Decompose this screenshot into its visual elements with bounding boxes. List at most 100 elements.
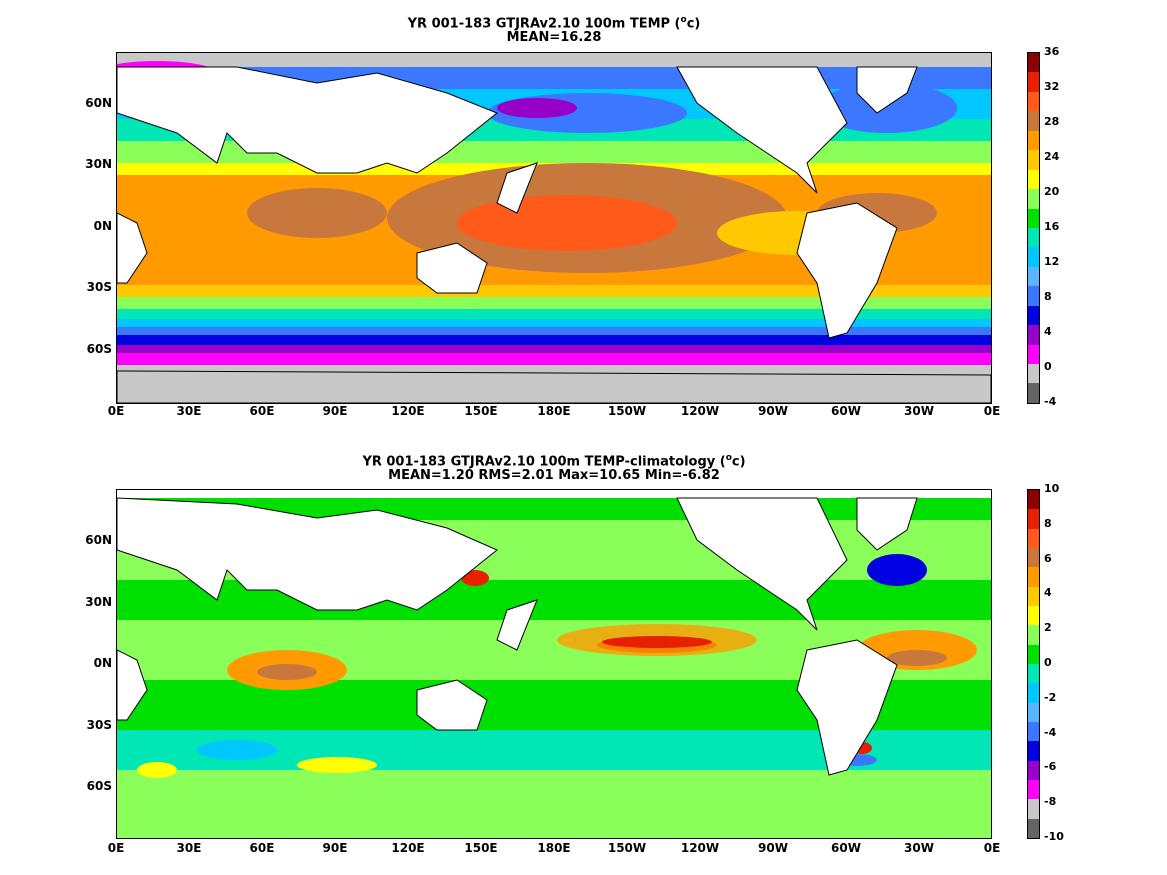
top-lon-label: 0E (983, 404, 1001, 418)
colorbar-tick-label: 0 (1044, 656, 1052, 669)
top-lon-label: 60W (831, 404, 861, 418)
top-lon-label: 150W (607, 404, 647, 418)
colorbar-segment (1028, 53, 1039, 73)
top-lat-label-30n: 30N (85, 157, 112, 171)
colorbar-tick-label: 36 (1044, 45, 1060, 58)
colorbar-tick-label: 8 (1044, 290, 1052, 303)
bottom-lon-label: 60E (249, 841, 275, 855)
colorbar-segment (1028, 344, 1039, 364)
bottom-map-subtitle: MEAN=1.20 RMS=2.01 Max=10.65 Min=-6.82 (388, 468, 720, 483)
bottom-lon-label: 60W (831, 841, 861, 855)
colorbar-segment (1028, 528, 1039, 548)
colorbar-tick-label: 0 (1044, 360, 1052, 373)
bottom-lat-label-30n: 30N (85, 595, 112, 609)
top-lon-label: 180E (537, 404, 571, 418)
colorbar-tick-label: 20 (1044, 185, 1060, 198)
top-lon-label: 90W (758, 404, 788, 418)
colorbar-segment (1028, 779, 1039, 800)
colorbar-segment (1028, 286, 1039, 306)
bottom-lon-label: 90E (322, 841, 348, 855)
colorbar-segment (1028, 383, 1039, 403)
colorbar-tick-label: -4 (1044, 725, 1057, 739)
colorbar-segment (1028, 625, 1039, 645)
top-colorbar (1027, 52, 1040, 404)
colorbar-tick-label: 16 (1044, 220, 1060, 233)
bottom-lon-label: 90W (758, 841, 788, 855)
colorbar-tick-label: 4 (1044, 325, 1052, 338)
top-lon-label: 30E (176, 404, 202, 418)
colorbar-segment (1028, 644, 1039, 664)
top-lon-label: 150E (464, 404, 498, 418)
colorbar-segment (1028, 605, 1039, 626)
colorbar-tick-label: -2 (1044, 690, 1057, 704)
colorbar-segment (1028, 130, 1039, 151)
bottom-lon-label: 30E (176, 841, 202, 855)
bottom-lon-label: 150W (607, 841, 647, 855)
bottom-anomaly-map (116, 489, 992, 839)
colorbar-segment (1028, 818, 1039, 838)
colorbar-segment (1028, 169, 1039, 190)
colorbar-tick-label: 6 (1044, 551, 1052, 565)
colorbar-tick-label: -6 (1044, 760, 1057, 774)
colorbar-segment (1028, 702, 1039, 722)
colorbar-tick-label: -8 (1044, 795, 1057, 809)
top-lat-label-60s: 60S (86, 342, 112, 356)
top-lon-label: 0E (107, 404, 125, 418)
bottom-lon-label: 0E (983, 841, 1001, 855)
top-lon-label: 90E (322, 404, 348, 418)
colorbar-segment (1028, 567, 1039, 587)
colorbar-segment (1028, 509, 1039, 529)
colorbar-segment (1028, 547, 1039, 568)
top-map-title: YR 001-183 GTJRAv2.10 100m TEMP (oc) (407, 15, 701, 32)
colorbar-segment (1028, 227, 1039, 248)
colorbar-segment (1028, 490, 1039, 510)
bottom-lat-label-60s: 60S (86, 779, 112, 793)
colorbar-segment (1028, 247, 1039, 267)
colorbar-segment (1028, 150, 1039, 170)
colorbar-segment (1028, 208, 1039, 228)
colorbar-segment (1028, 683, 1039, 703)
top-lon-label: 30W (904, 404, 934, 418)
colorbar-segment (1028, 189, 1039, 209)
bottom-map-title: YR 001-183 GTJRAv2.10 100m TEMP-climatol… (362, 453, 746, 470)
bottom-lon-label: 120E (391, 841, 425, 855)
bottom-lon-label: 0E (107, 841, 125, 855)
colorbar-tick-label: 32 (1044, 80, 1060, 93)
colorbar-segment (1028, 266, 1039, 287)
bottom-colorbar (1027, 489, 1040, 839)
bottom-lat-label-60n: 60N (85, 533, 112, 547)
bottom-lat-label-0n: 0N (93, 656, 112, 670)
bottom-lon-label: 30W (904, 841, 934, 855)
top-lon-label: 60E (249, 404, 275, 418)
colorbar-tick-label: 2 (1044, 621, 1052, 635)
top-lat-label-30s: 30S (86, 280, 112, 294)
colorbar-tick-label: 12 (1044, 255, 1060, 268)
colorbar-segment (1028, 663, 1039, 684)
colorbar-segment (1028, 91, 1039, 112)
top-lat-label-0n: 0N (93, 219, 112, 233)
colorbar-segment (1028, 72, 1039, 92)
colorbar-tick-label: 4 (1044, 586, 1052, 600)
colorbar-segment (1028, 721, 1039, 742)
top-temperature-map (116, 52, 992, 404)
bottom-lon-label: 150E (464, 841, 498, 855)
colorbar-segment (1028, 111, 1039, 131)
top-lon-label: 120W (680, 404, 720, 418)
colorbar-segment (1028, 741, 1039, 761)
colorbar-tick-label: 10 (1044, 482, 1060, 495)
colorbar-segment (1028, 799, 1039, 819)
top-lon-label: 120E (391, 404, 425, 418)
colorbar-segment (1028, 586, 1039, 606)
bottom-lon-label: 180E (537, 841, 571, 855)
colorbar-tick-label: 8 (1044, 516, 1052, 530)
colorbar-tick-label: 24 (1044, 150, 1060, 163)
colorbar-segment (1028, 760, 1039, 780)
bottom-lat-label-30s: 30S (86, 718, 112, 732)
colorbar-segment (1028, 325, 1039, 345)
colorbar-tick-label: -4 (1044, 395, 1057, 408)
colorbar-tick-label: 28 (1044, 115, 1060, 128)
colorbar-tick-label: -10 (1044, 830, 1064, 843)
colorbar-segment (1028, 364, 1039, 384)
top-lat-label-60n: 60N (85, 96, 112, 110)
colorbar-segment (1028, 305, 1039, 326)
